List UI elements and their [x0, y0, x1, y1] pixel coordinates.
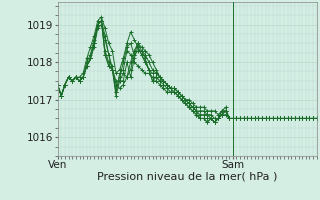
X-axis label: Pression niveau de la mer( hPa ): Pression niveau de la mer( hPa ) [97, 172, 277, 182]
